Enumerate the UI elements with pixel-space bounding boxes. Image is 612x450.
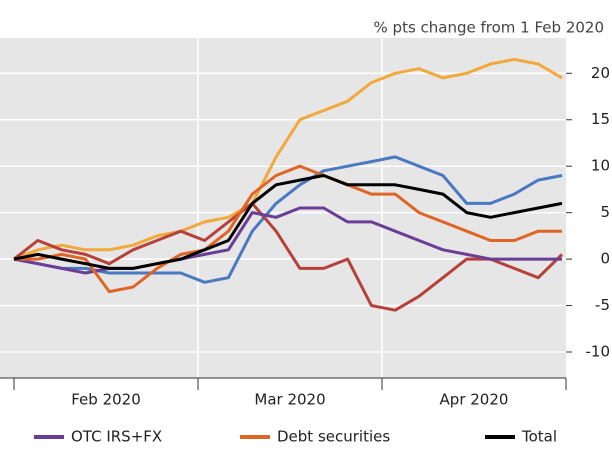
- x-tick-label: Apr 2020: [440, 391, 509, 409]
- series-line: [13, 206, 562, 275]
- series-line: [13, 155, 563, 284]
- y-tick-label: 10: [591, 157, 610, 175]
- y-tick-label: -5: [595, 296, 610, 314]
- y-tick-label: 0: [600, 250, 610, 268]
- series-line: [14, 164, 562, 294]
- legend-label: OTC IRS+FX: [71, 428, 162, 446]
- series-line: [13, 57, 563, 261]
- plot-background: [0, 38, 566, 378]
- legend-label: Debt securities: [277, 428, 390, 446]
- series-line: [13, 174, 563, 270]
- y-tick-label: 20: [591, 64, 610, 82]
- y-tick-label: 15: [591, 110, 610, 128]
- legend-label: Total: [521, 428, 557, 446]
- x-tick-label: Feb 2020: [71, 391, 141, 409]
- y-axis-label: % pts change from 1 Feb 2020: [374, 19, 604, 37]
- y-tick-label: 5: [600, 203, 610, 221]
- series-line: [13, 201, 564, 312]
- x-tick-label: Mar 2020: [254, 391, 325, 409]
- y-tick-label: -10: [586, 342, 611, 360]
